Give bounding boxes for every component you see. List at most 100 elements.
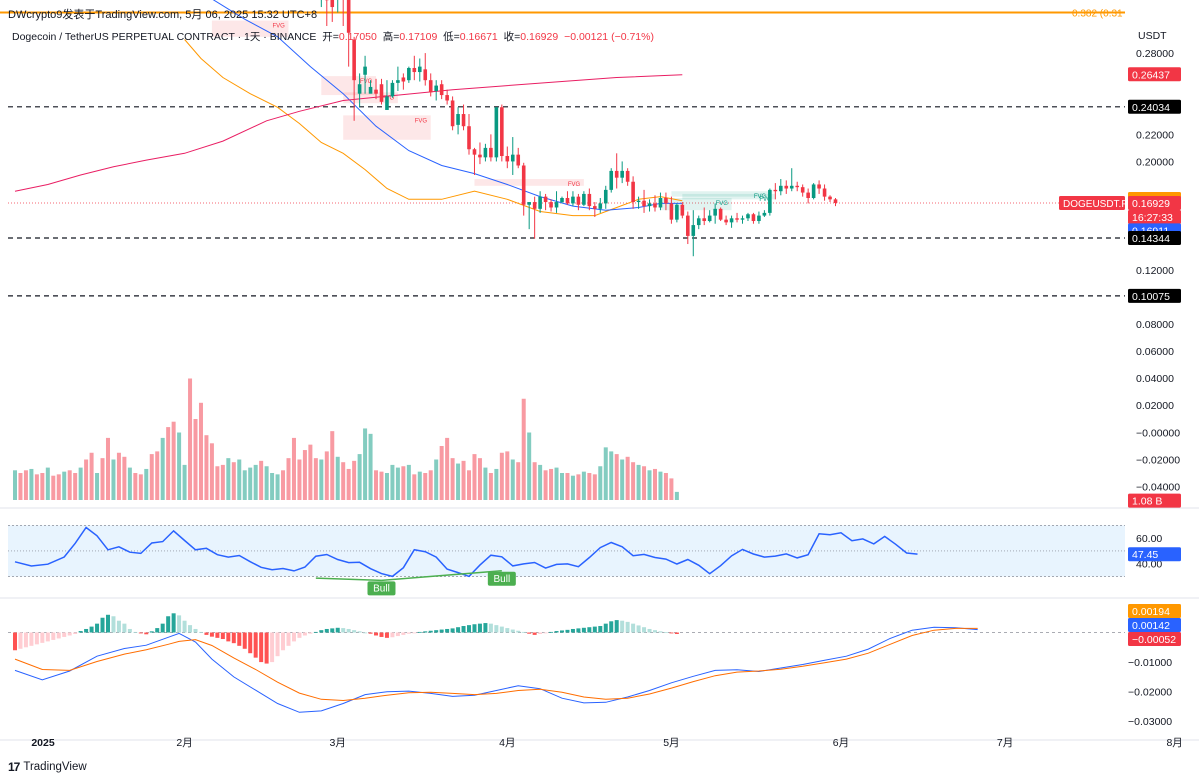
candle-body <box>521 165 526 205</box>
candle-body <box>735 218 739 220</box>
candle-body <box>505 156 510 162</box>
volume-bar <box>346 468 351 500</box>
macd-histogram-bar <box>363 632 368 634</box>
volume-bar <box>631 462 636 500</box>
volume-bar <box>111 459 116 500</box>
volume-bar <box>384 473 389 500</box>
volume-bar <box>237 459 242 500</box>
volume-bar <box>647 470 652 500</box>
volume-bar <box>363 428 368 500</box>
symbol-tag-box <box>1059 196 1125 211</box>
candle-body <box>483 147 488 158</box>
volume-bar <box>171 421 176 500</box>
macd-histogram-bar <box>297 632 302 638</box>
macd-histogram-bar <box>461 626 466 633</box>
volume-bar <box>674 491 679 500</box>
symbol-description[interactable]: Dogecoin / TetherUS PERPETUAL CONTRACT ·… <box>12 31 317 43</box>
candle-body <box>385 96 389 110</box>
open-label: 开= <box>322 31 339 43</box>
volume-bar <box>215 466 220 500</box>
macd-histogram-bar <box>384 632 389 638</box>
candle-body <box>467 126 471 150</box>
volume-bar <box>587 473 592 500</box>
volume-bar <box>73 473 78 500</box>
rsi-value-tag-box <box>1128 547 1181 562</box>
bull-divergence-line <box>315 577 382 582</box>
macd-tick-label: −0.02000 <box>1128 687 1172 699</box>
volume-bar <box>603 447 608 500</box>
candle-body <box>450 100 455 127</box>
volume-bar <box>281 470 286 500</box>
volume-bar <box>220 464 225 500</box>
candle-body <box>822 188 827 197</box>
candle-body <box>582 193 586 205</box>
candle-body <box>428 80 433 93</box>
macd-histogram-bar <box>177 615 182 633</box>
macd-histogram-bar <box>374 632 379 636</box>
open-value: 0.17050 <box>338 31 377 43</box>
candle-body <box>713 208 717 216</box>
volume-bar <box>570 475 575 500</box>
macd-histogram-bar <box>56 632 61 639</box>
volume-bar <box>636 464 641 500</box>
macd-histogram-bar <box>122 623 127 633</box>
fvg-label: FVG <box>415 118 428 124</box>
volume-bar <box>177 432 182 500</box>
volume-bar <box>423 473 428 500</box>
candle-body <box>658 197 663 208</box>
volume-bar <box>543 470 548 500</box>
price-tick-label: −0.00000 <box>1136 427 1180 439</box>
candle-body <box>795 185 800 188</box>
candle-body <box>686 215 690 236</box>
candle-body <box>445 95 449 101</box>
candle-body <box>598 203 603 209</box>
volume-bar <box>231 462 236 500</box>
candle-body <box>609 170 614 190</box>
candle-body <box>494 107 499 158</box>
volume-bar <box>95 473 100 500</box>
volume-bar <box>401 466 406 500</box>
macd-histogram-bar <box>73 632 78 634</box>
bull-label: Bull <box>373 583 390 594</box>
macd-histogram-bar <box>341 628 346 633</box>
volume-bar <box>406 464 411 500</box>
macd-histogram-bar <box>226 632 231 642</box>
macd-histogram-bar <box>242 632 247 649</box>
candle-body <box>510 154 515 162</box>
low-value: 0.16671 <box>459 31 498 43</box>
volume-bar <box>127 467 132 500</box>
macd-histogram-bar <box>259 632 264 663</box>
volume-bar <box>297 459 302 500</box>
volume-bar <box>614 454 619 500</box>
macd-histogram-bar <box>652 630 657 633</box>
macd-line <box>14 626 978 713</box>
candle-body <box>696 218 701 226</box>
volume-bar <box>521 398 526 500</box>
tradingview-brand[interactable]: 17 TradingView <box>8 760 87 774</box>
volume-bar <box>182 464 187 500</box>
volume-bar <box>34 474 39 500</box>
candle-body <box>560 197 564 203</box>
candle-body <box>357 84 362 94</box>
close-label: 收= <box>503 31 521 43</box>
macd-histogram-bar <box>505 628 510 633</box>
candle-body <box>543 196 548 203</box>
macd-histogram-bar <box>144 632 149 635</box>
volume-bar <box>89 452 94 500</box>
price-tick-label: −0.02000 <box>1136 454 1180 466</box>
candle-body <box>396 80 400 83</box>
candle-body <box>368 86 373 94</box>
candle-body <box>532 202 537 209</box>
candle-body <box>489 147 493 158</box>
macd-histogram-bar <box>319 630 324 633</box>
volume-bar <box>499 452 504 500</box>
price-tag: 0.24034 <box>1132 102 1170 114</box>
macd-histogram-bar <box>313 631 318 633</box>
volume-bar <box>29 468 34 500</box>
macd-histogram-bar <box>171 613 176 633</box>
macd-histogram-bar <box>198 631 203 633</box>
macd-histogram-bar <box>13 632 17 651</box>
volume-bar <box>494 468 499 500</box>
volume-bar <box>193 419 198 500</box>
volume-bar <box>472 454 477 500</box>
